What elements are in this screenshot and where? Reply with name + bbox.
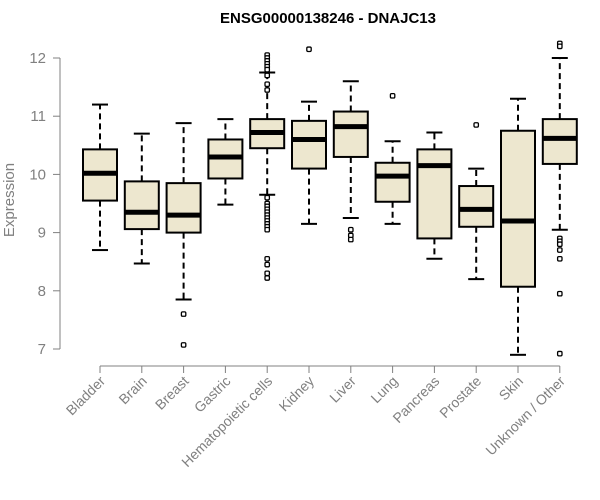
box-iqr (500, 129, 536, 288)
x-tick-label: Brain (115, 373, 149, 407)
y-axis-label: Expression (1, 163, 18, 237)
y-tick-label: 10 (29, 166, 46, 183)
outlier-point (347, 236, 354, 243)
outlier-point (264, 194, 271, 201)
y-axis: 7 8 9 10 11 12 (29, 50, 61, 358)
box-pancreas (416, 131, 453, 260)
outlier-point (264, 261, 271, 268)
box-iqr (165, 182, 202, 234)
y-tick-label: 9 (38, 225, 46, 242)
x-tick-label: Skin (496, 373, 527, 404)
x-tick-label: Kidney (276, 373, 318, 415)
x-tick-label: Bladder (63, 373, 109, 419)
outlier-point (389, 92, 396, 99)
box-iqr (541, 118, 578, 165)
chart-title: ENSG00000138246 - DNAJC13 (220, 10, 436, 27)
box-prostate (458, 122, 495, 281)
outlier-point (556, 241, 563, 248)
x-tick-label: Liver (326, 373, 359, 406)
box-skin (500, 97, 536, 356)
y-tick-label: 8 (38, 283, 46, 300)
outlier-point (306, 46, 312, 53)
outlier-point (473, 122, 480, 128)
x-tick-label: Unknown / Other (482, 373, 568, 459)
box-iqr (332, 110, 369, 158)
box-gastric (207, 118, 244, 206)
boxes-group (82, 40, 578, 357)
box-iqr (416, 148, 453, 240)
x-tick-label: Lung (367, 373, 400, 406)
outlier-point (180, 342, 187, 348)
box-iqr (458, 185, 495, 228)
outlier-point (264, 270, 271, 277)
outlier-point (556, 247, 563, 253)
box-unknown-other (541, 40, 578, 357)
y-tick-label: 12 (29, 50, 46, 67)
x-tick-label: Prostate (436, 373, 484, 421)
box-iqr (374, 161, 411, 203)
outlier-point (264, 66, 271, 73)
outlier-point (264, 275, 271, 281)
outlier-point (264, 81, 271, 88)
box-iqr (123, 180, 160, 231)
outlier-point (556, 290, 563, 297)
box-kidney (291, 46, 327, 225)
box-liver (332, 80, 369, 243)
outlier-point (264, 226, 271, 233)
y-tick-label: 7 (38, 341, 46, 358)
outlier-point (556, 255, 563, 262)
box-breast (165, 122, 202, 348)
box-lung (374, 92, 411, 225)
outlier-point (347, 226, 354, 233)
outlier-point (264, 72, 271, 79)
outlier-point (264, 87, 271, 93)
outlier-point (556, 43, 563, 50)
y-tick-label: 11 (30, 108, 46, 125)
box-brain (123, 132, 160, 265)
box-bladder (82, 103, 118, 252)
x-tick-label: Breast (152, 373, 192, 413)
outlier-point (264, 255, 271, 262)
box-hematopoietic-cells (249, 52, 286, 281)
box-iqr (291, 119, 327, 170)
outlier-point (180, 311, 187, 317)
outlier-point (556, 350, 563, 357)
